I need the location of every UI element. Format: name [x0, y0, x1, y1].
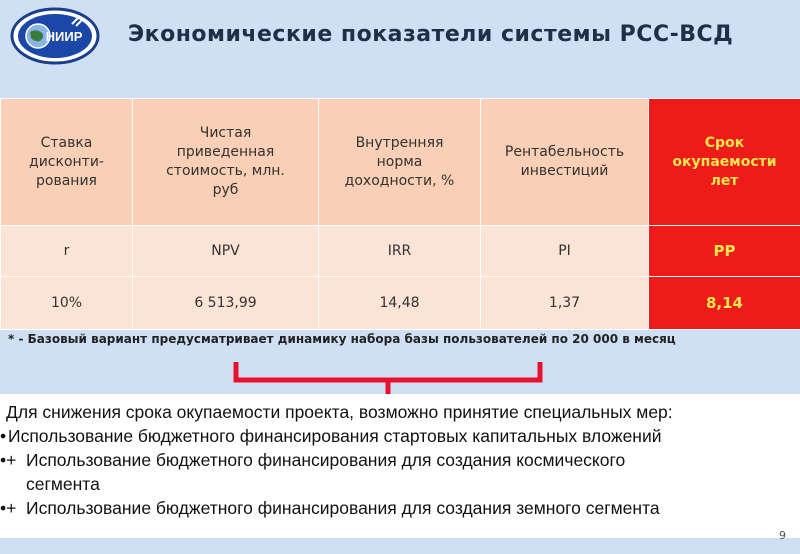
note-intro: Для снижения срока окупаемости проекта, … — [6, 402, 673, 422]
header-discount-rate: Ставка дисконти- рования — [0, 98, 133, 226]
table-cell: PI — [480, 225, 649, 277]
list-item: •+ Использование бюджетного финансирован… — [0, 448, 800, 496]
list-item: • Использование бюджетного финансировани… — [0, 424, 800, 448]
bullet-marker: • — [0, 426, 7, 446]
table-symbol-row: r NPV IRR PI PP — [0, 225, 800, 277]
header-payback: Срок окупаемости лет — [648, 98, 800, 226]
niir-logo: НИИР — [10, 7, 100, 65]
table-cell: IRR — [318, 225, 481, 277]
table-cell: 6 513,99 — [132, 276, 319, 330]
bullet-marker: •+ — [0, 450, 17, 470]
list-item: •+ Использование бюджетного финансирован… — [0, 496, 800, 520]
metrics-table: Ставка дисконти- рования Чистая приведен… — [0, 98, 800, 330]
table-header-row: Ставка дисконти- рования Чистая приведен… — [0, 98, 800, 226]
list-item-text: Использование бюджетного финансирования … — [26, 450, 626, 470]
table-cell: PP — [648, 225, 800, 277]
bullet-marker: •+ — [0, 498, 17, 518]
header-pi: Рентабельность инвестиций — [480, 98, 649, 226]
list-item-text: Использование бюджетного финансирования … — [8, 426, 662, 446]
header-irr: Внутренняя норма доходности, % — [318, 98, 481, 226]
page-number: 9 — [779, 529, 786, 542]
table-cell: 1,37 — [480, 276, 649, 330]
table-cell: NPV — [132, 225, 319, 277]
logo-text: НИИР — [46, 29, 83, 44]
table-value-row: 10% 6 513,99 14,48 1,37 8,14 — [0, 276, 800, 330]
list-item-text: Использование бюджетного финансирования … — [26, 498, 660, 518]
table-cell: 10% — [0, 276, 133, 330]
page-title: Экономические показатели системы РСС-ВСД — [128, 22, 734, 47]
header-npv: Чистая приведенная стоимость, млн. руб — [132, 98, 319, 226]
list-item-continuation: сегмента — [26, 474, 100, 494]
footnote: * - Базовый вариант предусматривает дина… — [8, 332, 676, 346]
table-cell: 8,14 — [648, 276, 800, 330]
table-cell: r — [0, 225, 133, 277]
measures-note: Для снижения срока окупаемости проекта, … — [0, 394, 800, 538]
table-cell: 14,48 — [318, 276, 481, 330]
measures-list: • Использование бюджетного финансировани… — [0, 424, 800, 520]
